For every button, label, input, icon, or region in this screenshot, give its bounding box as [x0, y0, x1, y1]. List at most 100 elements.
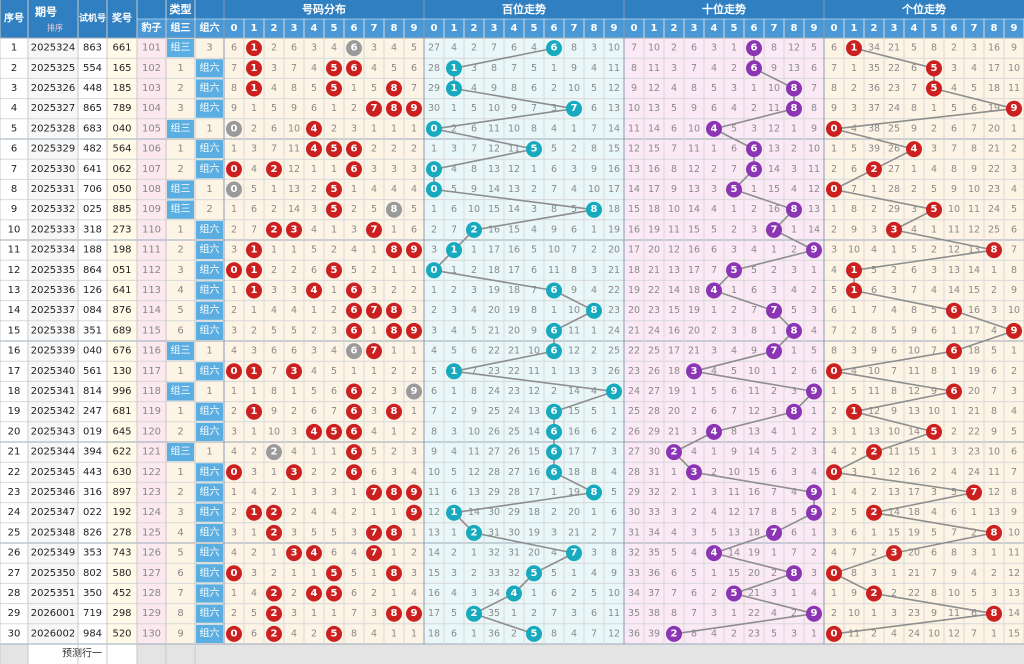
miss-count: 1: [571, 123, 577, 134]
miss-count: 6: [851, 527, 857, 538]
miss-count: 9: [911, 325, 917, 336]
miss-count: 5: [751, 265, 757, 276]
hit-ball: [246, 504, 262, 521]
miss-count: 1: [331, 447, 337, 458]
hit-ball: [546, 40, 562, 57]
hit-number: 6: [351, 406, 358, 417]
miss-count: 8: [851, 204, 857, 215]
period-cell: 2025341: [31, 386, 76, 397]
miss-count: 6: [771, 467, 777, 478]
miss-count: 34: [868, 43, 880, 54]
miss-count: 8: [691, 83, 697, 94]
group3-cell: 4: [177, 527, 183, 538]
hit-ball: [326, 80, 342, 97]
digit-header: 8: [991, 23, 998, 34]
miss-count: 12: [888, 467, 900, 478]
miss-count: 18: [668, 366, 680, 377]
miss-count: 5: [371, 204, 377, 215]
miss-count: 5: [771, 447, 777, 458]
hit-number: 9: [811, 507, 818, 518]
hit-number: 8: [391, 204, 398, 215]
miss-count: 5: [291, 325, 297, 336]
miss-count: 28: [508, 487, 520, 498]
type-label: 组六: [200, 162, 220, 175]
trend-line: [433, 269, 555, 292]
leopard-cell: 109: [142, 204, 161, 215]
miss-count: 6: [931, 548, 937, 559]
miss-count: 10: [568, 305, 580, 316]
miss-count: 10: [528, 346, 540, 357]
miss-count: 21: [648, 265, 660, 276]
miss-count: 4: [851, 487, 857, 498]
digit-header: 9: [1011, 23, 1018, 34]
miss-count: 16: [568, 426, 580, 437]
miss-count: 8: [1011, 487, 1017, 498]
miss-count: 2: [871, 548, 877, 559]
type-tag: [196, 463, 223, 482]
miss-count: 3: [371, 608, 377, 619]
hit-ball: [346, 302, 362, 319]
miss-count: 4: [771, 426, 777, 437]
miss-count: 29: [888, 204, 900, 215]
hit-ball: [306, 141, 322, 158]
miss-count: 31: [508, 548, 520, 559]
seq-cell: 7: [11, 164, 17, 175]
miss-count: 25: [988, 224, 1000, 235]
hit-ball: [706, 120, 722, 137]
miss-count: 1: [771, 366, 777, 377]
hit-ball: [766, 343, 782, 360]
hit-ball: [786, 322, 802, 339]
miss-count: 4: [391, 43, 397, 54]
type-tag: [167, 443, 194, 462]
miss-count: 1: [831, 487, 837, 498]
miss-count: 7: [971, 628, 977, 639]
miss-count: 8: [931, 588, 937, 599]
miss-count: 6: [811, 366, 817, 377]
miss-count: 2: [251, 447, 257, 458]
group3-cell: 1: [177, 467, 183, 478]
miss-count: 13: [948, 265, 960, 276]
miss-count: 9: [1011, 43, 1017, 54]
trial-cell: 126: [83, 285, 102, 296]
miss-count: 2: [451, 548, 457, 559]
digit-header: 3: [491, 23, 498, 34]
seq-cell: 1: [11, 43, 17, 54]
hit-number: 5: [931, 83, 938, 94]
miss-count: 22: [488, 346, 500, 357]
miss-count: 3: [671, 63, 677, 74]
digit-header: 6: [751, 23, 758, 34]
hit-number: 9: [411, 507, 418, 518]
miss-count: 1: [331, 224, 337, 235]
sort-button[interactable]: 排序: [47, 23, 63, 33]
leopard-cell: 114: [142, 305, 161, 316]
hit-number: 6: [351, 426, 358, 437]
seq-cell: 23: [8, 487, 21, 498]
miss-count: 9: [231, 103, 237, 114]
miss-count: 2: [391, 447, 397, 458]
digit-header: 7: [971, 23, 978, 34]
type-label: 组六: [200, 222, 220, 235]
prize-cell: 130: [112, 366, 131, 377]
miss-count: 3: [691, 426, 697, 437]
miss-count: 22: [648, 285, 660, 296]
type-tag: [196, 241, 223, 260]
seq-cell: 16: [8, 346, 21, 357]
period-cell: 2025336: [31, 285, 76, 296]
miss-count: 2: [1011, 144, 1017, 155]
miss-count: 7: [951, 144, 957, 155]
miss-count: 8: [611, 548, 617, 559]
miss-count: 21: [488, 325, 500, 336]
miss-count: 4: [471, 305, 477, 316]
hit-number: 1: [451, 63, 458, 74]
miss-count: 14: [628, 184, 640, 195]
miss-count: 10: [568, 83, 580, 94]
miss-count: 10: [488, 103, 500, 114]
hit-ball: [826, 120, 842, 137]
hit-number: 7: [971, 487, 978, 498]
miss-count: 2: [411, 285, 417, 296]
miss-count: 6: [931, 325, 937, 336]
group6-cell: 1: [206, 346, 212, 357]
miss-count: 2: [731, 305, 737, 316]
hit-number: 4: [511, 588, 518, 599]
hit-ball: [426, 262, 442, 279]
